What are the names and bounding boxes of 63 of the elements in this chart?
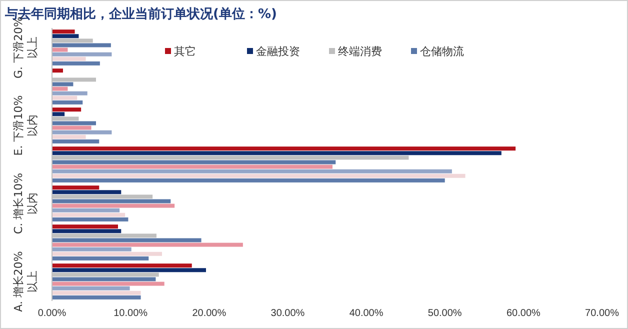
legend-label: 终端消费 [338, 45, 382, 58]
x-tick-label: 20.00% [192, 308, 226, 320]
bar [52, 121, 96, 126]
bar [52, 208, 120, 212]
bar [52, 30, 75, 34]
bar [52, 247, 132, 252]
x-tick-label: 60.00% [506, 308, 540, 320]
bar [52, 199, 171, 204]
x-tick-label: 50.00% [428, 308, 462, 320]
bar [52, 238, 202, 242]
x-tick-label: 0.00% [38, 308, 66, 320]
bar [52, 52, 112, 56]
y-tick-label: C. 增长10%以内 [12, 172, 39, 234]
bar [52, 190, 122, 194]
bar [52, 169, 452, 174]
bar [52, 139, 100, 144]
bar [52, 224, 118, 229]
bar [52, 100, 83, 104]
bar [52, 61, 100, 66]
bar [52, 178, 445, 182]
legend-label: 金融投资 [256, 45, 300, 58]
bar [52, 217, 128, 222]
bar [52, 56, 86, 61]
bar [52, 151, 502, 156]
bar [52, 295, 141, 300]
bar [52, 43, 111, 48]
bar [52, 256, 149, 260]
bar [52, 242, 243, 247]
bar [52, 86, 68, 91]
bar [52, 68, 63, 73]
bar [52, 282, 164, 286]
bar [52, 134, 86, 139]
y-tick-label: E. 下滑10%以内 [12, 95, 39, 156]
bar [52, 174, 466, 178]
bar [52, 252, 162, 256]
x-tick-label: 40.00% [349, 308, 384, 320]
bar [52, 48, 68, 52]
legend-label: 仓储物流 [420, 45, 464, 58]
x-tick-label: 30.00% [270, 308, 305, 320]
bar [52, 204, 175, 208]
bar [52, 264, 192, 268]
x-tick-label: 10.00% [114, 308, 148, 320]
bar [52, 91, 88, 96]
bar [52, 268, 206, 272]
bar [52, 286, 130, 290]
bar [52, 186, 100, 190]
bar [52, 130, 112, 134]
bar [52, 34, 79, 38]
bar [52, 146, 516, 151]
bar [52, 212, 126, 217]
bar [52, 160, 336, 164]
bar [52, 126, 92, 130]
bar [52, 290, 141, 295]
y-tick-label: A. 增长20%以上 [12, 251, 39, 312]
x-tick-label: 70.00% [585, 308, 620, 320]
bar [52, 96, 78, 100]
bar [52, 82, 74, 86]
bar [52, 164, 332, 169]
bar [52, 277, 156, 282]
bar [52, 229, 122, 234]
bar [52, 108, 82, 112]
bar [52, 112, 65, 116]
legend-label: 其它 [174, 45, 196, 58]
